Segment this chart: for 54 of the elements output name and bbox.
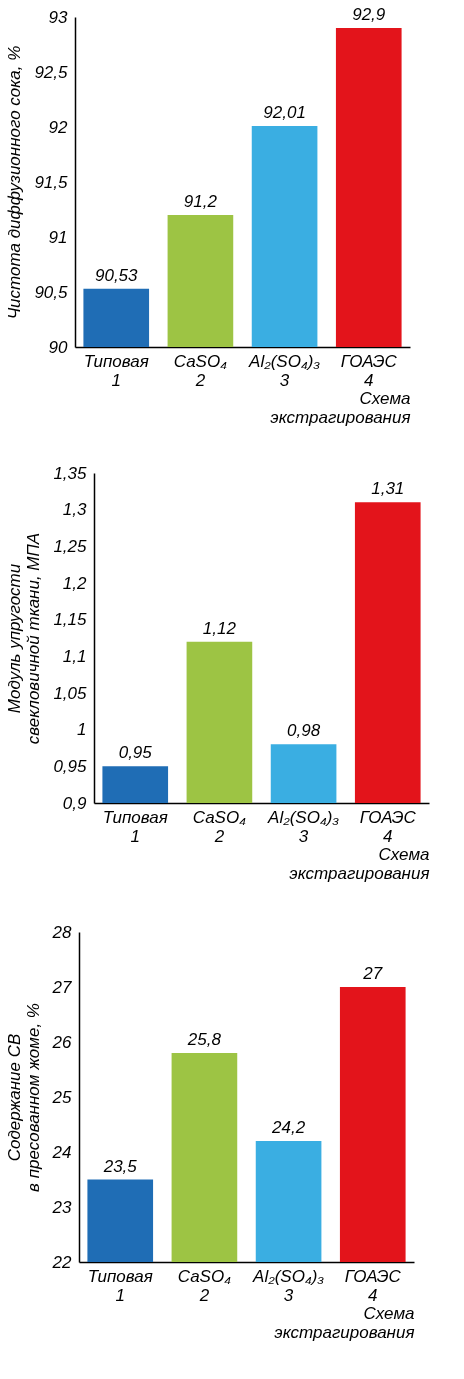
x-tick-label: ГОАЭС 4	[340, 351, 398, 390]
data-label: 1,12	[202, 618, 237, 638]
y-tick-label: 22	[51, 1252, 73, 1272]
data-label: 0,95	[118, 743, 153, 763]
y-tick-label: 92	[48, 117, 69, 137]
y-tick-label: 1,3	[62, 500, 88, 520]
y-tick-label: 1,05	[53, 683, 88, 703]
data-label: 24,2	[271, 1118, 306, 1137]
x-tick-label: Al₂(SO₄)₃ 3	[252, 1266, 325, 1305]
y-axis-title: Чистота диффузионного сока, %	[5, 45, 25, 320]
data-label: 92,01	[263, 102, 306, 122]
x-tick-label: CaSO₄ 2	[192, 807, 247, 846]
x-tick-label: Типовая 1	[102, 807, 168, 846]
y-tick-label: 24	[51, 1142, 72, 1162]
x-tick-label: ГОАЭС 4	[359, 807, 417, 846]
y-tick-label: 91,5	[34, 172, 69, 192]
y-tick-label: 0,9	[62, 793, 88, 813]
y-tick-label: 90,5	[34, 282, 69, 302]
y-tick-label: 1,15	[53, 610, 88, 630]
data-label: 92,9	[352, 5, 386, 24]
y-tick-label: 1,35	[53, 463, 88, 483]
x-tick-label: CaSO₄ 2	[173, 351, 228, 390]
y-tick-label: 1,1	[62, 646, 87, 666]
y-tick-label: 25	[51, 1087, 73, 1107]
x-tick-label: CaSO₄ 2	[177, 1266, 232, 1305]
data-label: 91,2	[183, 192, 218, 211]
data-label: 1,31	[371, 479, 405, 499]
x-axis-title: Схема экстрагирования	[274, 1303, 415, 1342]
y-tick-label: 90	[48, 337, 69, 357]
y-tick-label: 28	[51, 922, 73, 942]
y-tick-label: 93	[48, 7, 69, 27]
data-label: 90,53	[94, 265, 139, 285]
data-label: 23,5	[102, 1156, 138, 1176]
y-tick-label: 23	[51, 1197, 73, 1217]
data-label: 25,8	[186, 1030, 222, 1049]
x-tick-label: ГОАЭС 4	[344, 1266, 402, 1305]
x-tick-label: Al₂(SO₄)₃ 3	[248, 351, 321, 390]
x-tick-label: Al₂(SO₄)₃ 3	[267, 807, 340, 846]
y-tick-label: 0,95	[53, 756, 88, 776]
y-tick-label: 26	[51, 1032, 73, 1052]
x-axis-title: Схема экстрагирования	[270, 388, 411, 427]
y-tick-label: 1,25	[53, 536, 88, 556]
data-label: 27	[362, 964, 383, 983]
y-tick-label: 1	[77, 720, 87, 740]
y-tick-label: 92,5	[34, 62, 69, 82]
x-tick-label: Типовая 1	[87, 1266, 153, 1305]
y-tick-label: 1,2	[62, 573, 88, 593]
x-axis-title: Схема экстрагирования	[289, 844, 430, 883]
x-tick-label: Типовая 1	[83, 351, 149, 390]
y-axis-title: Модуль упругости свекловичной ткани, МПА	[5, 532, 44, 745]
y-tick-label: 91	[48, 227, 68, 247]
y-axis-title: Содержание СВ в пресованном жоме, %	[4, 1003, 43, 1192]
y-tick-label: 27	[51, 977, 73, 997]
data-label: 0,98	[287, 721, 321, 741]
